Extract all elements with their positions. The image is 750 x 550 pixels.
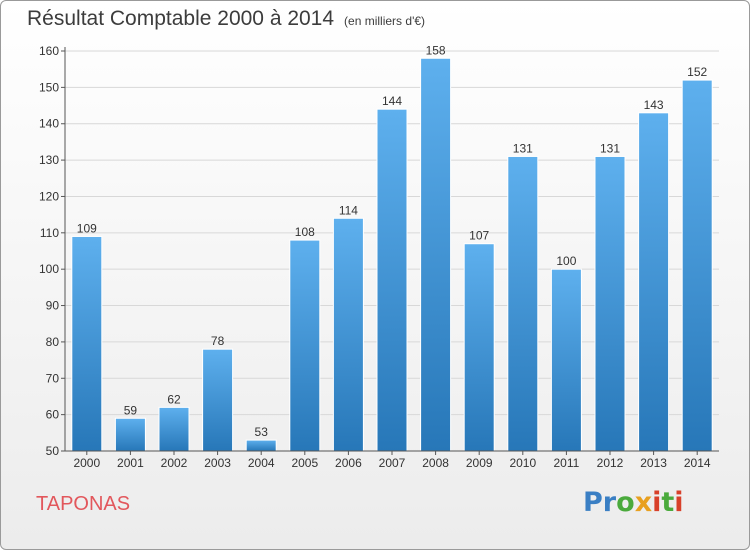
chart-title-text: Résultat Comptable 2000 à 2014 [27, 7, 335, 30]
bar [376, 108, 408, 452]
bar-value-label: 158 [426, 43, 446, 57]
y-tick-label: 60 [46, 408, 60, 422]
proxiti-logo: Proxiti [583, 487, 684, 518]
x-tick-label: 2005 [291, 456, 318, 470]
bar [507, 155, 539, 452]
x-tick-label: 2002 [161, 456, 188, 470]
y-tick-label: 130 [39, 153, 59, 167]
x-tick-label: 2012 [597, 456, 624, 470]
logo-letter: t [661, 487, 675, 518]
x-tick-label: 2014 [684, 456, 711, 470]
x-tick-label: 2004 [248, 456, 275, 470]
x-tick-label: 2009 [466, 456, 493, 470]
x-tick-label: 2003 [204, 456, 231, 470]
bar-value-label: 59 [124, 403, 138, 417]
bar [202, 348, 234, 452]
y-tick-label: 150 [39, 80, 59, 94]
y-tick-label: 160 [39, 44, 59, 58]
bar-value-label: 53 [255, 425, 269, 439]
x-tick-label: 2008 [422, 456, 449, 470]
commune-name: TAPONAS [36, 493, 131, 515]
y-tick-label: 140 [39, 117, 59, 131]
logo-letter: i [674, 487, 684, 518]
x-tick-label: 2013 [640, 456, 667, 470]
bar-value-label: 114 [339, 203, 358, 217]
bar-value-label: 62 [167, 392, 181, 406]
bar [114, 417, 146, 452]
chart-title: Résultat Comptable 2000 à 2014 (en millie… [27, 7, 425, 31]
y-tick-label: 110 [40, 226, 59, 240]
bar-value-label: 152 [687, 65, 707, 79]
y-tick-label: 120 [39, 189, 59, 203]
x-tick-label: 2007 [379, 456, 406, 470]
logo-letter: x [634, 487, 653, 518]
y-tick-label: 100 [39, 262, 59, 276]
bar-value-label: 131 [513, 141, 533, 155]
bar [638, 112, 670, 452]
bar-value-label: 131 [600, 141, 620, 155]
x-tick-label: 2006 [335, 456, 362, 470]
y-tick-label: 80 [46, 335, 60, 349]
logo-letter: r [602, 487, 617, 518]
logo-letter: P [583, 487, 603, 518]
y-tick-label: 50 [46, 444, 60, 458]
x-tick-label: 2011 [553, 456, 579, 470]
bar [245, 439, 277, 452]
x-tick-label: 2001 [117, 456, 144, 470]
logo-letter: o [616, 487, 635, 518]
bar-value-label: 100 [556, 254, 576, 268]
x-tick-label: 2010 [509, 456, 536, 470]
bar [594, 155, 626, 452]
bar-value-label: 107 [469, 229, 489, 243]
bars [71, 57, 713, 452]
bar-value-label: 108 [295, 225, 315, 239]
y-tick-label: 70 [46, 371, 60, 385]
bar-value-label: 144 [382, 94, 402, 108]
bar [332, 217, 364, 452]
y-tick-label: 90 [46, 299, 60, 313]
chart-subtitle: (en milliers d'€) [344, 14, 426, 28]
bar [289, 239, 321, 452]
bar [550, 268, 582, 452]
bar-value-label: 109 [77, 221, 97, 235]
bar-value-label: 143 [644, 98, 664, 112]
bar [71, 235, 103, 452]
axes: 50 60 70 80 90 100 110 120 130 140 150 160 2000 2001 2… [39, 44, 719, 470]
bar [158, 406, 190, 452]
logo-letter: i [652, 487, 662, 518]
x-tick-label: 2000 [73, 456, 100, 470]
bar [420, 57, 452, 452]
bar [681, 79, 713, 452]
value-labels: 109 59 62 78 53 108 114 144 158 107 131 100 131 143 15… [77, 43, 708, 439]
bar [463, 243, 495, 452]
bar-value-label: 78 [211, 334, 225, 348]
